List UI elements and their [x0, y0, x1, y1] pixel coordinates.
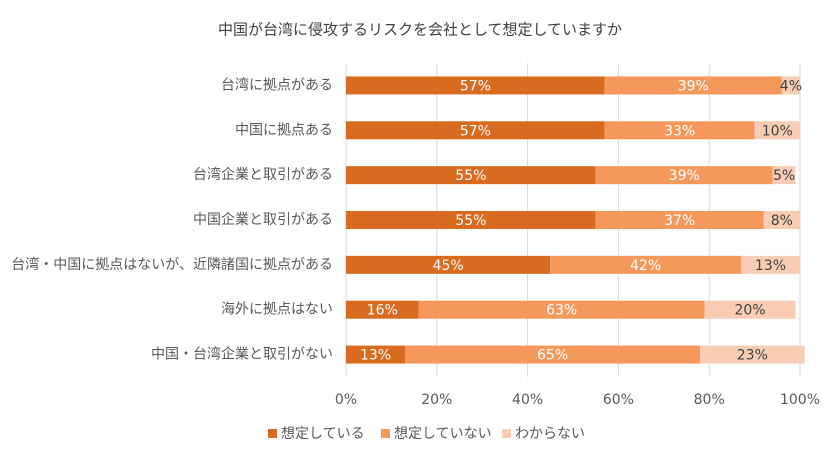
data-label: 13% [755, 258, 786, 274]
data-label: 16% [367, 303, 398, 319]
x-tick-label: 40% [512, 392, 543, 408]
data-label: 33% [664, 123, 695, 139]
x-tick-label: 20% [421, 392, 452, 408]
data-label: 37% [664, 213, 695, 229]
y-tick-label: 台湾・中国に拠点はないが、近隣諸国に拠点がある [11, 256, 333, 273]
bar-segment [550, 255, 741, 274]
bar-segment [754, 121, 800, 140]
legend-swatch [268, 429, 277, 438]
data-label: 65% [537, 348, 568, 364]
data-label: 8% [771, 213, 793, 229]
legend-swatch [502, 429, 511, 438]
data-label: 42% [630, 258, 661, 274]
y-tick-label: 海外に拠点はない [221, 302, 333, 318]
legend-label: 想定していない [394, 426, 492, 442]
bar-segment [346, 121, 605, 140]
data-label: 39% [678, 78, 709, 94]
data-label: 55% [455, 168, 486, 184]
data-label: 4% [780, 78, 802, 94]
bar-segment [700, 345, 805, 364]
data-label: 13% [360, 348, 391, 364]
bar-segment [346, 345, 406, 364]
bar-segment [346, 255, 551, 274]
data-label: 20% [734, 303, 765, 319]
bar-segment [604, 76, 782, 95]
data-label: 45% [433, 258, 464, 274]
bar-segment [740, 255, 800, 274]
bar-segment [595, 211, 764, 229]
data-label: 57% [460, 123, 491, 139]
chart-title: 中国が台湾に侵攻するリスクを会社として想定していますか [218, 21, 622, 39]
bar-segment [763, 211, 800, 229]
bar-segment [418, 300, 705, 319]
data-label: 5% [773, 168, 795, 184]
legend-swatch [381, 429, 390, 438]
bar-segment [346, 211, 596, 229]
bar-segment [595, 166, 773, 185]
x-tick-label: 0% [335, 392, 357, 408]
y-tick-label: 中国企業と取引がある [193, 211, 333, 228]
bar-segment [704, 300, 796, 319]
data-label: 10% [762, 123, 793, 139]
y-tick-label: 台湾企業と取引がある [193, 166, 333, 183]
bar-segment [781, 76, 800, 95]
x-tick-label: 100% [780, 392, 820, 408]
bar-segment [405, 345, 701, 364]
data-label: 39% [669, 168, 700, 184]
data-label: 23% [737, 348, 768, 364]
legend-label: わからない [515, 426, 585, 442]
bar-segment [346, 300, 419, 319]
y-tick-label: 台湾に拠点がある [221, 76, 333, 93]
bar-segment [604, 121, 755, 140]
data-label: 57% [460, 78, 491, 94]
data-label: 63% [546, 303, 577, 319]
y-tick-label: 中国・台湾企業と取引がない [151, 346, 333, 363]
bar-segment [346, 76, 605, 95]
x-tick-label: 80% [694, 392, 725, 408]
bar-segment [772, 166, 796, 185]
y-tick-label: 中国に拠点ある [235, 122, 333, 138]
bar-segment [346, 166, 596, 185]
legend-label: 想定している [281, 426, 365, 442]
x-tick-label: 60% [603, 392, 634, 408]
data-label: 55% [455, 213, 486, 229]
